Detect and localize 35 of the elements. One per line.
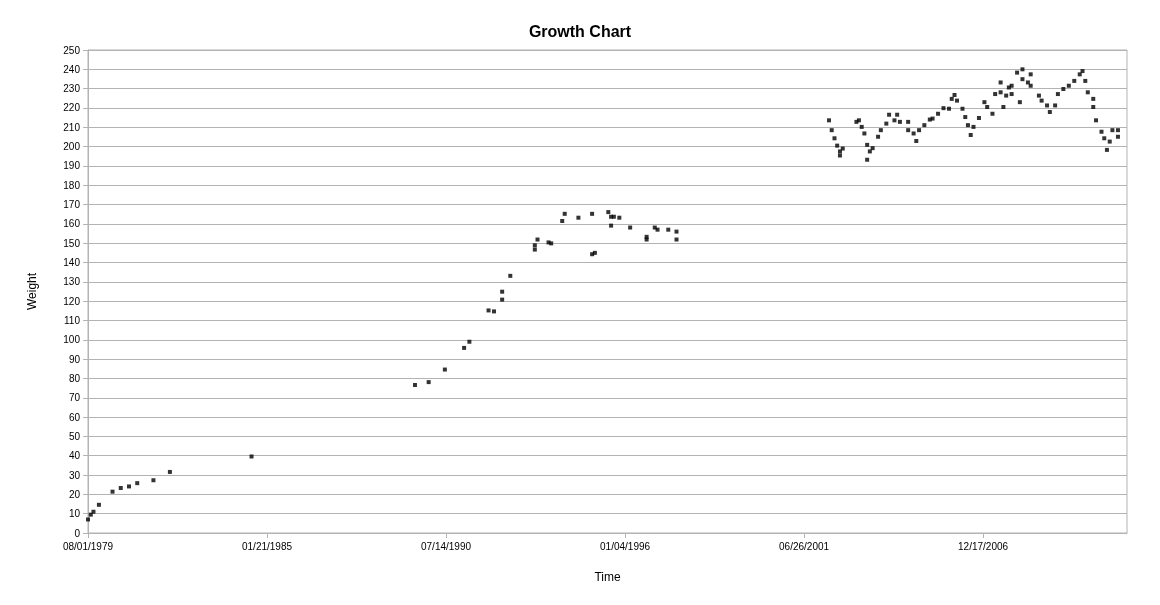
y-tick-label: 30 [68, 469, 81, 481]
y-tick-label: 20 [68, 488, 81, 500]
y-tick-label: 240 [63, 63, 81, 75]
y-tick-label: 140 [63, 257, 81, 269]
y-tick-label: 70 [68, 392, 81, 404]
x-tick-label: 01/21/1985 [241, 540, 293, 552]
y-tick-label: 200 [63, 141, 81, 153]
y-tick-label: 180 [63, 179, 81, 191]
x-tick-label: 12/17/2006 [958, 540, 1009, 552]
y-tick-label: 220 [63, 102, 81, 114]
y-tick-label: 120 [63, 295, 81, 307]
y-tick-label: 10 [68, 508, 81, 520]
x-tick-label: 01/04/1996 [600, 540, 651, 552]
y-axis-title: Weight [25, 272, 39, 311]
y-tick-label: 60 [68, 411, 81, 423]
y-tick-label: 170 [63, 199, 81, 211]
chart-title: Growth Chart [528, 22, 632, 40]
y-tick-label: 110 [64, 314, 81, 326]
x-tick-label: 06/26/2001 [779, 540, 830, 552]
x-tick-label: 08/01/1979 [62, 540, 114, 552]
y-tick-label: 230 [63, 83, 81, 95]
y-tick-label: 150 [63, 237, 81, 249]
x-tick-label: 07/14/1990 [421, 540, 472, 552]
y-tick-label: 250 [63, 44, 81, 56]
y-tick-label: 190 [63, 160, 81, 172]
y-tick-label: 210 [63, 121, 81, 133]
y-tick-label: 0 [74, 527, 81, 539]
y-tick-label: 160 [63, 218, 81, 230]
y-tick-label: 130 [63, 276, 81, 288]
y-tick-label: 90 [68, 353, 81, 365]
x-axis-title: Time [594, 570, 621, 584]
y-tick-label: 100 [63, 334, 81, 346]
y-tick-label: 40 [68, 450, 81, 462]
y-tick-label: 50 [68, 430, 81, 442]
y-tick-label: 80 [68, 372, 81, 384]
